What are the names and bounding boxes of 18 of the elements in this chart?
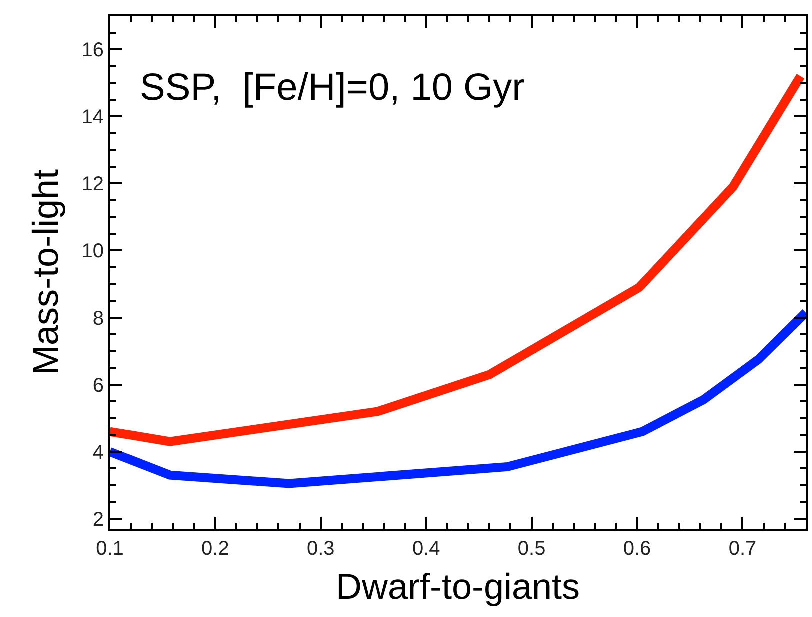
y-tick-label: 6 xyxy=(92,374,104,397)
y-tick-label: 8 xyxy=(92,308,104,330)
x-tick-label: 0.4 xyxy=(412,538,440,560)
y-tick-label: 14 xyxy=(82,106,104,129)
y-tick-label: 10 xyxy=(82,240,104,263)
annotation: SSP, [Fe/H]=0, 10 Gyr xyxy=(140,67,526,109)
y-tick-label: 4 xyxy=(92,442,104,464)
x-tick-label: 0.3 xyxy=(307,538,335,560)
x-tick-label: 0.7 xyxy=(728,538,757,560)
y-axis-title: Mass-to-light xyxy=(25,169,66,376)
x-tick-label: 0.2 xyxy=(202,538,230,560)
y-tick-label: 2 xyxy=(92,508,104,531)
x-tick-label: 0.5 xyxy=(518,538,546,560)
x-tick-label: 0.6 xyxy=(623,538,652,560)
y-tick-label: 12 xyxy=(82,174,104,196)
x-axis-title: Dwarf-to-giants xyxy=(336,566,580,608)
x-tick-label: 0.1 xyxy=(96,538,124,560)
y-tick-label: 16 xyxy=(82,40,104,62)
